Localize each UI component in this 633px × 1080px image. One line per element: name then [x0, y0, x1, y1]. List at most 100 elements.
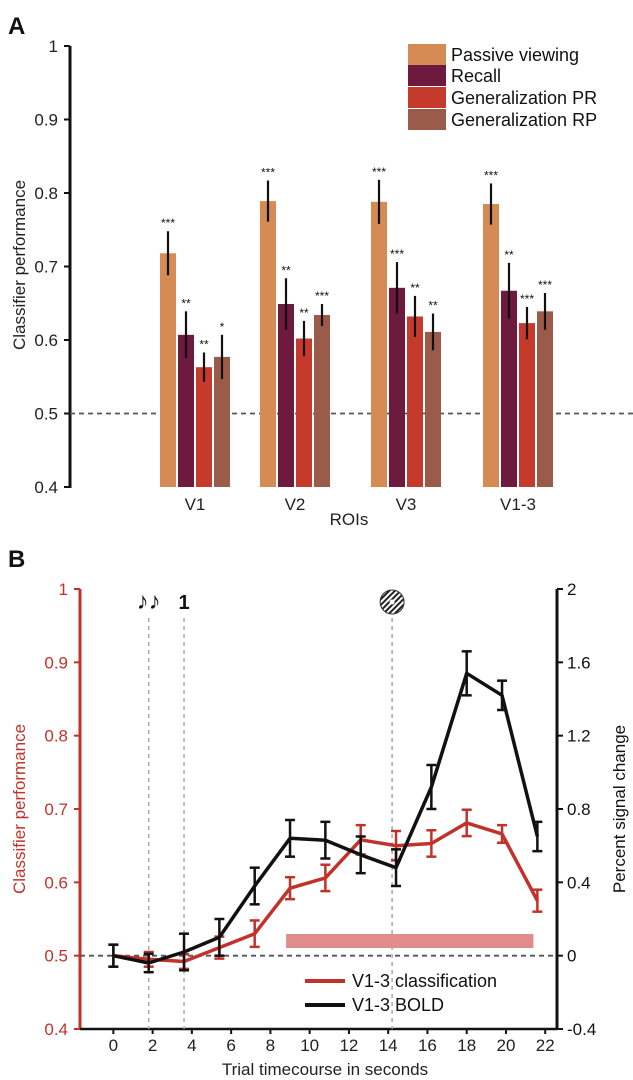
legend-swatch-generalization-rp	[408, 109, 446, 130]
event-marker-label: 1	[178, 592, 189, 614]
significance-generalization-rp-v1-3: ***	[538, 278, 552, 292]
grating-fixation	[389, 599, 395, 605]
music-notes-icon: ♪♪	[137, 588, 161, 615]
b-left-y-tick-label: 0.8	[44, 727, 68, 746]
series-line-v1-3-bold	[113, 671, 540, 965]
error-bar-v1-3-bold	[391, 848, 402, 888]
legend-swatch-passive-viewing	[408, 44, 446, 65]
a-bars: ***************************************	[160, 165, 553, 487]
a-y-tick-label: 0.5	[34, 405, 58, 424]
b-axes: 0.40.50.60.70.80.91-0.400.40.81.21.620 2 4…	[44, 580, 596, 1055]
error-bar-v1-3-classification	[285, 875, 296, 901]
error-bar-v1-3-bold	[532, 820, 543, 853]
b-x-tick-label: 0	[109, 1036, 118, 1055]
error-bar-v1-3-bold	[179, 932, 190, 972]
error-bar-v1-3-bold	[426, 763, 437, 811]
b-left-y-axis-label: Classifier performance	[10, 724, 29, 894]
panel-a-label: A	[8, 13, 25, 40]
significance-recall-v2: **	[281, 263, 291, 277]
error-bar-v1-3-classification	[461, 808, 472, 838]
significance-generalization-rp-v3: **	[428, 299, 438, 313]
bar-generalization-rp-v1-3	[537, 311, 553, 487]
panel-b: B Classifier performance Percent signal …	[8, 546, 629, 1079]
error-bar-v1-3-bold	[497, 679, 508, 712]
legend-label-v1-3-bold: V1-3 BOLD	[352, 995, 444, 1015]
b-left-y-tick-label: 0.9	[44, 653, 68, 672]
b-x-tick-label: 22	[536, 1036, 555, 1055]
bar-passive-viewing-v1	[160, 253, 176, 487]
significance-recall-v3: ***	[390, 247, 404, 261]
b-right-y-tick-label: 1.6	[567, 653, 591, 672]
error-bar-v1-3-classification	[320, 863, 331, 893]
a-x-tick-label-v3: V3	[396, 495, 417, 514]
b-left-y-tick-label: 0.6	[44, 873, 68, 892]
bar-recall-v1	[178, 334, 194, 487]
error-bar-v1-3-bold	[320, 820, 331, 860]
b-right-y-tick-label: 0.8	[567, 800, 591, 819]
significance-recall-v1-3: **	[504, 248, 514, 262]
b-right-y-axis-label: Percent signal change	[610, 725, 629, 893]
b-x-tick-label: 20	[497, 1036, 516, 1055]
error-bar-v1-3-bold	[355, 835, 366, 875]
a-axes: 0.4 0.5 0.6 0.7 0.8 0.9 1 V1 V2 V3 V1-3	[34, 37, 633, 514]
bar-generalization-rp-v1	[214, 356, 230, 487]
b-x-tick-label: 2	[148, 1036, 157, 1055]
legend-swatch-recall	[408, 65, 446, 86]
error-bar-v1-3-bold	[285, 818, 296, 858]
a-y-tick-label: 0.4	[34, 478, 58, 497]
significance-generalization-pr-v1: **	[199, 337, 209, 351]
error-bar-v1-3-classification	[249, 919, 260, 949]
significance-passive-viewing-v1-3: ***	[484, 168, 498, 182]
significance-passive-viewing-v1: ***	[161, 216, 175, 230]
panel-b-label: B	[8, 546, 25, 573]
significance-bar	[286, 934, 534, 948]
b-x-axis-label: Trial timecourse in seconds	[222, 1060, 428, 1079]
bar-generalization-pr-v1	[196, 367, 212, 487]
b-x-tick-label: 10	[300, 1036, 319, 1055]
b-x-tick-label: 8	[266, 1036, 275, 1055]
b-x-tick-label: 6	[226, 1036, 235, 1055]
error-bar-v1-3-bold	[143, 952, 154, 974]
b-legend: V1-3 classification V1-3 BOLD	[305, 971, 497, 1015]
b-left-y-tick-label: 1	[59, 580, 68, 599]
b-x-tick-label: 16	[418, 1036, 437, 1055]
a-y-axis-label: Classifier performance	[10, 180, 29, 350]
error-bar-v1-3-bold	[214, 917, 225, 957]
bar-recall-v2	[278, 303, 294, 487]
bar-recall-v1-3	[501, 290, 517, 487]
a-x-tick-label-v2: V2	[285, 495, 306, 514]
b-x-tick-label: 12	[339, 1036, 358, 1055]
significance-passive-viewing-v2: ***	[261, 166, 275, 180]
legend-label-recall: Recall	[451, 66, 501, 86]
legend-label-generalization-pr: Generalization PR	[451, 88, 597, 108]
bar-recall-v3	[389, 287, 405, 487]
error-bar-v1-3-classification	[532, 888, 543, 913]
b-left-y-tick-label: 0.4	[44, 1020, 68, 1039]
significance-generalization-rp-v1: *	[220, 320, 225, 334]
bar-generalization-pr-v3	[407, 316, 423, 487]
error-bar-v1-3-bold	[461, 650, 472, 697]
significance-recall-v1: **	[181, 296, 191, 310]
a-x-tick-label-v1-3: V1-3	[500, 495, 536, 514]
b-x-tick-label: 4	[187, 1036, 196, 1055]
b-right-y-tick-label: 0	[567, 947, 576, 966]
a-y-tick-label: 0.7	[34, 258, 58, 277]
b-right-y-tick-label: -0.4	[567, 1020, 596, 1039]
panel-a: A Classifier performance ROIs 0.40.50.60…	[8, 13, 633, 529]
error-bar-v1-3-classification	[426, 829, 437, 858]
a-y-tick-label: 0.9	[34, 111, 58, 130]
error-bar-v1-3-bold	[108, 943, 119, 968]
b-x-tick-label: 18	[457, 1036, 476, 1055]
error-bar-v1-3-classification	[497, 823, 508, 844]
legend-label-v1-3-classification: V1-3 classification	[352, 971, 497, 991]
b-right-y-tick-label: 1.2	[567, 727, 591, 746]
significance-generalization-pr-v2: **	[299, 306, 309, 320]
bar-generalization-pr-v1-3	[519, 323, 535, 487]
bar-passive-viewing-v2	[260, 201, 276, 487]
a-y-tick-label: 0.8	[34, 184, 58, 203]
a-y-tick-label: 1	[49, 37, 58, 56]
bar-passive-viewing-v1-3	[483, 204, 499, 487]
bar-generalization-pr-v2	[296, 338, 312, 487]
